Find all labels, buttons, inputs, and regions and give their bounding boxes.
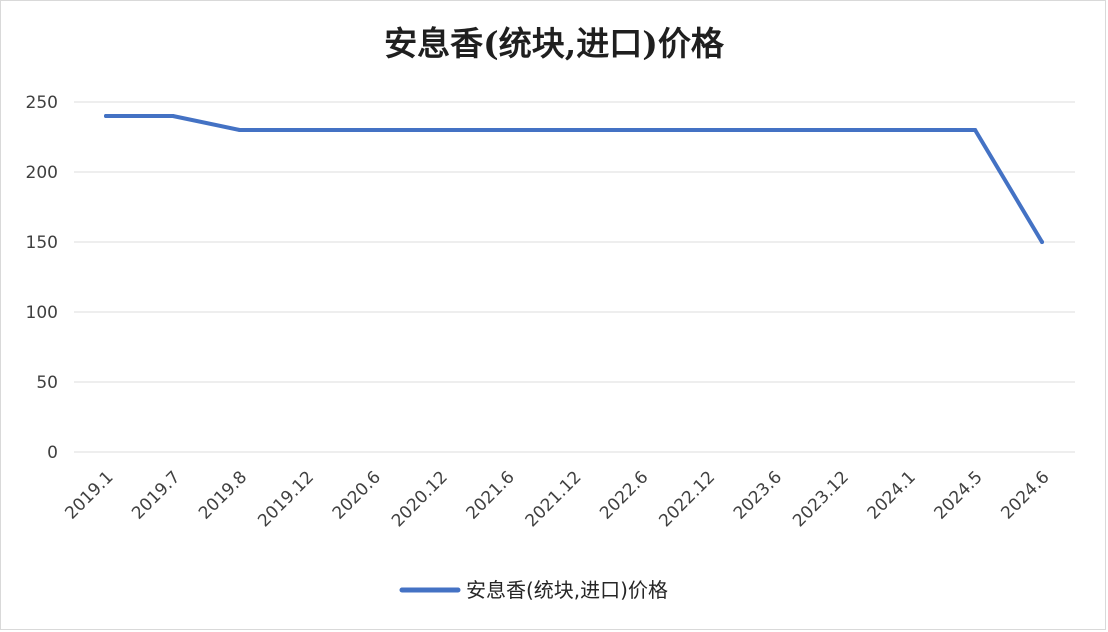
x-tick-label: 2022.6 (596, 467, 652, 523)
data-point (638, 128, 643, 132)
x-tick-label: 2023.6 (730, 467, 786, 523)
x-tick-label: 2024.1 (864, 467, 920, 523)
data-point (705, 128, 710, 132)
y-tick-label: 250 (26, 93, 58, 113)
x-tick-label: 2020.6 (329, 467, 385, 523)
x-tick-label: 2024.5 (930, 467, 986, 523)
data-point (170, 114, 175, 118)
data-point (973, 128, 978, 132)
chart-title: 安息香(统块,进口)价格 (384, 24, 725, 63)
x-tick-label: 2021.12 (522, 467, 586, 531)
data-point (304, 128, 309, 132)
data-point (839, 128, 844, 132)
data-point (237, 128, 242, 132)
x-tick-label: 2023.12 (789, 467, 853, 531)
y-axis: 0 50 100 150 200 250 (26, 93, 58, 463)
data-point (104, 114, 108, 118)
x-axis: 2019.1 2019.7 2019.8 2019.12 2020.6 2020.12 20… (61, 467, 1053, 531)
x-tick-label: 2024.6 (997, 467, 1053, 523)
x-tick-label: 2019.12 (254, 467, 318, 531)
data-point (505, 128, 510, 132)
x-tick-label: 2020.12 (388, 467, 452, 531)
data-point (772, 128, 777, 132)
y-tick-label: 150 (26, 233, 58, 253)
data-point (438, 128, 443, 132)
data-point (572, 128, 576, 132)
y-tick-label: 100 (26, 303, 58, 323)
gridlines (74, 101, 1075, 453)
x-tick-label: 2019.1 (61, 467, 117, 523)
data-point (1040, 240, 1044, 244)
y-tick-label: 50 (36, 373, 58, 393)
series-line (104, 114, 1044, 244)
x-tick-label: 2019.8 (195, 467, 251, 523)
y-tick-label: 200 (26, 163, 58, 183)
legend: 安息香(统块,进口)价格 (399, 578, 668, 602)
x-tick-label: 2021.6 (462, 467, 518, 523)
legend-label: 安息香(统块,进口)价格 (466, 578, 668, 602)
series-layer (104, 114, 1044, 244)
x-tick-label: 2022.12 (655, 467, 719, 531)
data-point (371, 128, 376, 132)
x-tick-label: 2019.7 (128, 467, 184, 523)
y-tick-label: 0 (47, 443, 58, 463)
data-point (906, 128, 911, 132)
